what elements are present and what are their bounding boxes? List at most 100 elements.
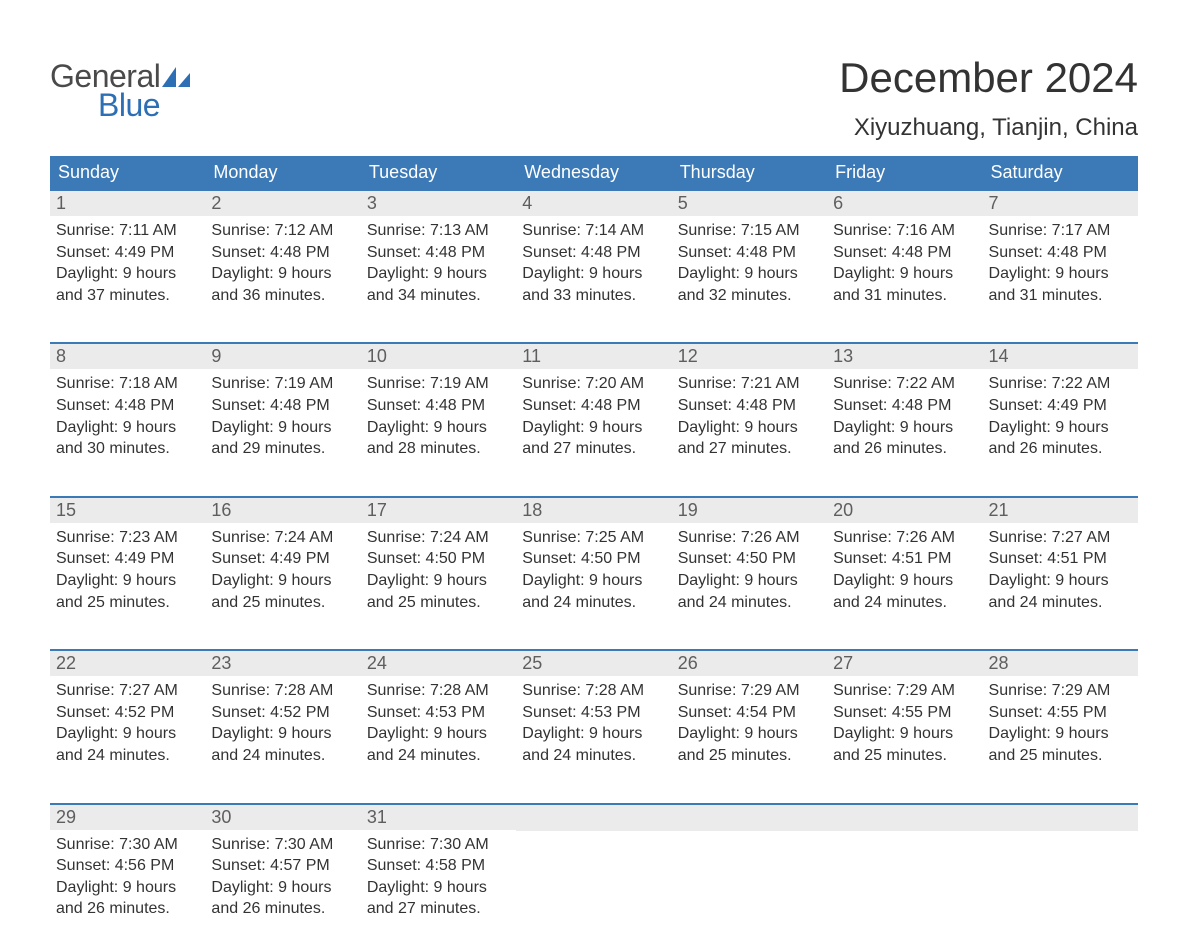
day-line-d1: Daylight: 9 hours (678, 417, 821, 439)
day-line-d1: Daylight: 9 hours (367, 570, 510, 592)
day-line-sunrise: Sunrise: 7:30 AM (367, 834, 510, 856)
title-block: December 2024 Xiyuzhuang, Tianjin, China (839, 30, 1138, 142)
day-line-sunset: Sunset: 4:48 PM (833, 395, 976, 417)
day-line-d2: and 24 minutes. (522, 592, 665, 614)
day-header-thu: Thursday (672, 156, 827, 189)
day-body: Sunrise: 7:25 AMSunset: 4:50 PMDaylight:… (516, 523, 671, 637)
day-number: 3 (361, 191, 516, 216)
day-line-sunset: Sunset: 4:58 PM (367, 855, 510, 877)
day-body: Sunrise: 7:30 AMSunset: 4:58 PMDaylight:… (361, 830, 516, 944)
day-line-sunrise: Sunrise: 7:29 AM (833, 680, 976, 702)
day-body: Sunrise: 7:16 AMSunset: 4:48 PMDaylight:… (827, 216, 982, 330)
day-body: Sunrise: 7:26 AMSunset: 4:51 PMDaylight:… (827, 523, 982, 637)
day-line-sunrise: Sunrise: 7:26 AM (678, 527, 821, 549)
day-body: Sunrise: 7:19 AMSunset: 4:48 PMDaylight:… (361, 369, 516, 483)
day-line-sunset: Sunset: 4:48 PM (522, 395, 665, 417)
day-number: 12 (672, 344, 827, 369)
day-line-sunrise: Sunrise: 7:17 AM (989, 220, 1132, 242)
day-cell: 3Sunrise: 7:13 AMSunset: 4:48 PMDaylight… (361, 191, 516, 330)
day-number: 10 (361, 344, 516, 369)
day-number: 8 (50, 344, 205, 369)
day-cell: 28Sunrise: 7:29 AMSunset: 4:55 PMDayligh… (983, 651, 1138, 790)
day-line-d2: and 30 minutes. (56, 438, 199, 460)
day-header-wed: Wednesday (516, 156, 671, 189)
day-line-sunset: Sunset: 4:52 PM (56, 702, 199, 724)
day-line-d2: and 26 minutes. (211, 898, 354, 920)
day-cell: 4Sunrise: 7:14 AMSunset: 4:48 PMDaylight… (516, 191, 671, 330)
day-line-sunset: Sunset: 4:57 PM (211, 855, 354, 877)
day-body: Sunrise: 7:28 AMSunset: 4:52 PMDaylight:… (205, 676, 360, 790)
day-line-d1: Daylight: 9 hours (367, 263, 510, 285)
day-line-sunrise: Sunrise: 7:26 AM (833, 527, 976, 549)
day-line-d2: and 27 minutes. (522, 438, 665, 460)
day-line-sunrise: Sunrise: 7:18 AM (56, 373, 199, 395)
day-number (516, 805, 671, 831)
week-row: 29Sunrise: 7:30 AMSunset: 4:56 PMDayligh… (50, 803, 1138, 944)
day-number: 16 (205, 498, 360, 523)
day-line-d1: Daylight: 9 hours (367, 417, 510, 439)
day-line-d1: Daylight: 9 hours (211, 417, 354, 439)
day-line-sunset: Sunset: 4:50 PM (678, 548, 821, 570)
day-line-sunrise: Sunrise: 7:21 AM (678, 373, 821, 395)
week-row: 8Sunrise: 7:18 AMSunset: 4:48 PMDaylight… (50, 342, 1138, 483)
day-line-d2: and 25 minutes. (678, 745, 821, 767)
day-body: Sunrise: 7:23 AMSunset: 4:49 PMDaylight:… (50, 523, 205, 637)
day-number: 4 (516, 191, 671, 216)
day-line-d1: Daylight: 9 hours (211, 570, 354, 592)
day-line-d2: and 24 minutes. (211, 745, 354, 767)
day-line-sunrise: Sunrise: 7:28 AM (522, 680, 665, 702)
day-line-d1: Daylight: 9 hours (989, 723, 1132, 745)
day-line-d1: Daylight: 9 hours (56, 723, 199, 745)
day-body: Sunrise: 7:29 AMSunset: 4:55 PMDaylight:… (983, 676, 1138, 790)
day-number: 2 (205, 191, 360, 216)
day-line-d1: Daylight: 9 hours (56, 417, 199, 439)
day-number: 30 (205, 805, 360, 830)
day-line-d1: Daylight: 9 hours (211, 723, 354, 745)
day-line-d2: and 26 minutes. (833, 438, 976, 460)
day-line-d2: and 27 minutes. (678, 438, 821, 460)
day-line-sunset: Sunset: 4:55 PM (833, 702, 976, 724)
day-cell: 18Sunrise: 7:25 AMSunset: 4:50 PMDayligh… (516, 498, 671, 637)
day-body: Sunrise: 7:19 AMSunset: 4:48 PMDaylight:… (205, 369, 360, 483)
day-line-d1: Daylight: 9 hours (211, 877, 354, 899)
day-line-d2: and 32 minutes. (678, 285, 821, 307)
day-headers-row: Sunday Monday Tuesday Wednesday Thursday… (50, 156, 1138, 189)
logo-text-blue: Blue (98, 87, 160, 124)
day-line-sunrise: Sunrise: 7:22 AM (989, 373, 1132, 395)
day-line-sunrise: Sunrise: 7:25 AM (522, 527, 665, 549)
day-body: Sunrise: 7:13 AMSunset: 4:48 PMDaylight:… (361, 216, 516, 330)
day-cell: 8 Sunrise: 7:18 AMSunset: 4:48 PMDaylight… (50, 344, 205, 483)
day-line-d1: Daylight: 9 hours (56, 263, 199, 285)
day-line-sunset: Sunset: 4:55 PM (989, 702, 1132, 724)
day-number: 17 (361, 498, 516, 523)
day-line-d1: Daylight: 9 hours (989, 417, 1132, 439)
day-cell: 2Sunrise: 7:12 AMSunset: 4:48 PMDaylight… (205, 191, 360, 330)
day-body: Sunrise: 7:29 AMSunset: 4:55 PMDaylight:… (827, 676, 982, 790)
day-cell (516, 805, 671, 944)
day-line-sunrise: Sunrise: 7:12 AM (211, 220, 354, 242)
day-line-d2: and 24 minutes. (367, 745, 510, 767)
day-cell (827, 805, 982, 944)
day-number: 6 (827, 191, 982, 216)
day-cell: 25Sunrise: 7:28 AMSunset: 4:53 PMDayligh… (516, 651, 671, 790)
day-number: 24 (361, 651, 516, 676)
day-cell: 9Sunrise: 7:19 AMSunset: 4:48 PMDaylight… (205, 344, 360, 483)
week-row: 15Sunrise: 7:23 AMSunset: 4:49 PMDayligh… (50, 496, 1138, 637)
day-line-sunrise: Sunrise: 7:19 AM (367, 373, 510, 395)
day-number: 21 (983, 498, 1138, 523)
day-number: 23 (205, 651, 360, 676)
day-line-sunset: Sunset: 4:53 PM (367, 702, 510, 724)
day-line-sunrise: Sunrise: 7:30 AM (56, 834, 199, 856)
day-body (672, 831, 827, 931)
day-line-sunset: Sunset: 4:48 PM (56, 395, 199, 417)
day-line-d1: Daylight: 9 hours (56, 570, 199, 592)
day-cell: 7Sunrise: 7:17 AMSunset: 4:48 PMDaylight… (983, 191, 1138, 330)
day-cell: 31Sunrise: 7:30 AMSunset: 4:58 PMDayligh… (361, 805, 516, 944)
day-line-sunset: Sunset: 4:50 PM (367, 548, 510, 570)
day-cell: 1Sunrise: 7:11 AMSunset: 4:49 PMDaylight… (50, 191, 205, 330)
day-number: 18 (516, 498, 671, 523)
day-cell: 11Sunrise: 7:20 AMSunset: 4:48 PMDayligh… (516, 344, 671, 483)
day-line-sunrise: Sunrise: 7:15 AM (678, 220, 821, 242)
day-body: Sunrise: 7:21 AMSunset: 4:48 PMDaylight:… (672, 369, 827, 483)
day-line-d1: Daylight: 9 hours (833, 723, 976, 745)
